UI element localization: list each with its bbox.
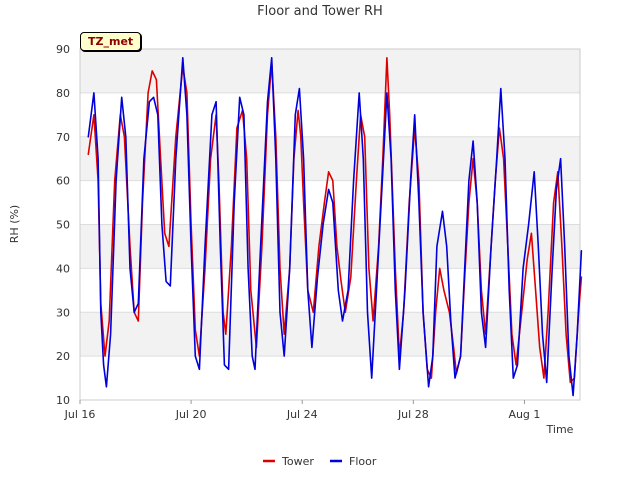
y-axis-label: RH (%) [8,205,21,243]
y-axis-ticks: 10 20 30 40 50 60 70 80 90 [56,43,70,407]
background-band [80,224,580,269]
x-tick-label: Jul 24 [286,408,318,421]
background-band [80,49,580,93]
y-tick-label: 40 [56,262,70,275]
background-band [80,356,580,400]
legend-label-tower: Tower [281,455,314,468]
x-tick-label: Jul 16 [64,408,96,421]
y-tick-label: 60 [56,175,70,188]
background-band [80,312,580,357]
plot-frame [79,48,581,401]
x-axis-label: Time [546,423,574,436]
x-tick-label: Aug 1 [508,408,540,421]
y-tick-label: 70 [56,131,70,144]
tz-met-badge: TZ_met [80,32,142,51]
x-tick-label: Jul 20 [175,408,207,421]
x-axis-ticks: Jul 16 Jul 20 Jul 24 Jul 28 Aug 1 [64,400,540,421]
series-line-tower [87,57,583,384]
series-layer [87,57,583,397]
y-tick-label: 50 [56,219,70,232]
background-band [80,92,580,137]
y-tick-label: 10 [56,394,70,407]
y-tick-label: 20 [56,350,70,363]
background-band [80,268,580,313]
x-tick-label: Jul 28 [397,408,429,421]
legend-label-floor: Floor [349,455,377,468]
y-tick-label: 30 [56,306,70,319]
legend: Tower Floor [263,455,377,468]
y-tick-label: 80 [56,87,70,100]
chart-title: Floor and Tower RH [257,4,383,19]
y-tick-label: 90 [56,43,70,56]
series-line-floor [87,57,583,397]
